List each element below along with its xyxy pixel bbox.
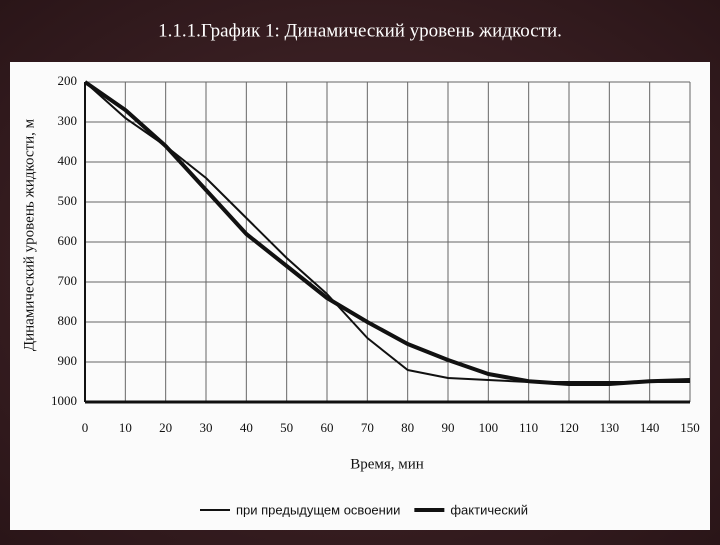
- y-tick-label: 500: [58, 193, 78, 208]
- y-tick-label: 1000: [51, 393, 77, 408]
- x-tick-label: 0: [82, 420, 89, 435]
- x-tick-label: 140: [640, 420, 660, 435]
- x-tick-label: 20: [159, 420, 172, 435]
- x-tick-label: 100: [479, 420, 499, 435]
- legend-label: при предыдущем освоении: [236, 502, 400, 517]
- x-tick-label: 130: [600, 420, 620, 435]
- x-tick-label: 50: [280, 420, 293, 435]
- x-tick-label: 10: [119, 420, 132, 435]
- x-tick-label: 30: [200, 420, 213, 435]
- x-tick-label: 80: [401, 420, 414, 435]
- chart-panel: [10, 62, 710, 530]
- slide-title: 1.1.1.График 1: Динамический уровень жид…: [158, 20, 562, 41]
- y-tick-label: 200: [58, 73, 78, 88]
- x-axis-label: Время, мин: [350, 456, 424, 472]
- legend-label: фактический: [450, 502, 528, 517]
- y-tick-label: 700: [58, 273, 78, 288]
- y-tick-label: 400: [58, 153, 78, 168]
- y-tick-label: 600: [58, 233, 78, 248]
- x-tick-label: 150: [680, 420, 700, 435]
- x-tick-label: 90: [442, 420, 455, 435]
- x-tick-label: 120: [559, 420, 579, 435]
- x-tick-label: 60: [321, 420, 334, 435]
- x-tick-label: 40: [240, 420, 253, 435]
- y-axis-label: Динамический уровень жидкости, м: [21, 118, 37, 351]
- x-tick-label: 110: [519, 420, 538, 435]
- series-line: [83, 80, 691, 386]
- y-tick-label: 900: [58, 353, 78, 368]
- y-tick-label: 800: [58, 313, 78, 328]
- y-tick-label: 300: [58, 113, 78, 128]
- x-tick-label: 70: [361, 420, 374, 435]
